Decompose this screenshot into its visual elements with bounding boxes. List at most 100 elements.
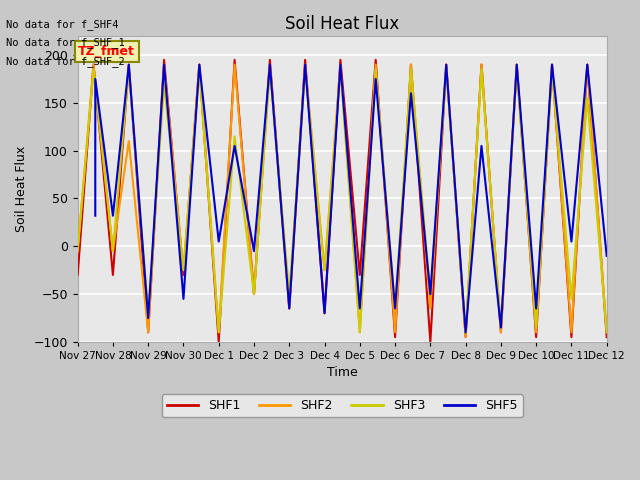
SHF5: [301, 62, 309, 68]
SHF5: [285, 306, 293, 312]
SHF1: [603, 334, 611, 340]
SHF1: [250, 291, 258, 297]
SHF1: [90, 62, 97, 68]
SHF2: [321, 267, 328, 273]
Y-axis label: Soil Heat Flux: Soil Heat Flux: [15, 146, 28, 232]
SHF1: [477, 62, 485, 68]
SHF3: [90, 67, 97, 72]
SHF3: [372, 67, 380, 72]
Text: No data for f_SHF4: No data for f_SHF4: [6, 19, 119, 30]
SHF3: [337, 67, 344, 72]
SHF3: [497, 324, 505, 330]
Line: SHF5: SHF5: [95, 65, 607, 332]
SHF3: [321, 267, 328, 273]
SHF5: [356, 306, 364, 312]
Line: SHF3: SHF3: [77, 70, 607, 332]
SHF5: [584, 62, 591, 68]
SHF2: [391, 329, 399, 335]
SHF3: [477, 67, 485, 72]
SHF5: [250, 248, 258, 254]
SHF1: [266, 57, 274, 63]
SHF2: [250, 291, 258, 297]
SHF1: [513, 62, 520, 68]
SHF2: [266, 62, 274, 68]
SHF3: [145, 311, 152, 316]
SHF1: [548, 62, 556, 68]
SHF2: [109, 248, 116, 254]
SHF1: [442, 62, 450, 68]
SHF1: [215, 339, 223, 345]
SHF5: [92, 76, 99, 82]
X-axis label: Time: Time: [327, 367, 358, 380]
SHF1: [426, 339, 434, 345]
SHF5: [92, 213, 99, 218]
SHF5: [195, 62, 203, 68]
SHF2: [160, 62, 168, 68]
SHF3: [356, 329, 364, 335]
SHF3: [195, 67, 203, 72]
SHF1: [180, 272, 188, 278]
SHF3: [391, 306, 399, 312]
SHF2: [372, 62, 380, 68]
SHF5: [497, 324, 505, 330]
SHF2: [548, 62, 556, 68]
SHF5: [180, 296, 188, 302]
SHF3: [407, 67, 415, 72]
SHF5: [391, 306, 399, 312]
SHF3: [584, 95, 591, 101]
SHF5: [372, 76, 380, 82]
Text: No data for f_SHF_1: No data for f_SHF_1: [6, 37, 125, 48]
SHF2: [603, 329, 611, 335]
SHF3: [301, 67, 309, 72]
Legend: SHF1, SHF2, SHF3, SHF5: SHF1, SHF2, SHF3, SHF5: [162, 394, 523, 417]
SHF5: [231, 143, 239, 149]
SHF1: [125, 62, 132, 68]
SHF2: [477, 62, 485, 68]
SHF2: [145, 329, 152, 335]
SHF5: [407, 90, 415, 96]
SHF5: [532, 306, 540, 312]
SHF2: [407, 62, 415, 68]
SHF2: [195, 62, 203, 68]
SHF3: [74, 248, 81, 254]
SHF3: [160, 81, 168, 86]
Title: Soil Heat Flux: Soil Heat Flux: [285, 15, 399, 33]
SHF5: [426, 291, 434, 297]
SHF2: [462, 334, 470, 340]
SHF5: [603, 253, 611, 259]
SHF1: [497, 329, 505, 335]
SHF3: [285, 291, 293, 297]
SHF1: [321, 311, 328, 316]
SHF1: [74, 272, 81, 278]
SHF2: [125, 138, 132, 144]
SHF2: [426, 306, 434, 312]
SHF2: [584, 62, 591, 68]
SHF5: [337, 62, 344, 68]
SHF2: [90, 62, 97, 68]
SHF2: [532, 329, 540, 335]
SHF5: [568, 239, 575, 244]
SHF3: [109, 248, 116, 254]
SHF1: [372, 57, 380, 63]
SHF2: [301, 62, 309, 68]
SHF5: [109, 213, 116, 218]
SHF3: [266, 67, 274, 72]
SHF1: [109, 272, 116, 278]
SHF2: [442, 62, 450, 68]
SHF3: [532, 324, 540, 330]
SHF5: [145, 315, 152, 321]
SHF1: [584, 62, 591, 68]
SHF3: [442, 67, 450, 72]
SHF3: [180, 267, 188, 273]
SHF2: [285, 306, 293, 312]
SHF2: [215, 329, 223, 335]
SHF1: [301, 57, 309, 63]
SHF2: [568, 329, 575, 335]
SHF1: [462, 334, 470, 340]
SHF3: [513, 67, 520, 72]
SHF1: [195, 62, 203, 68]
SHF3: [462, 329, 470, 335]
SHF3: [125, 67, 132, 72]
SHF5: [462, 329, 470, 335]
SHF2: [180, 267, 188, 273]
